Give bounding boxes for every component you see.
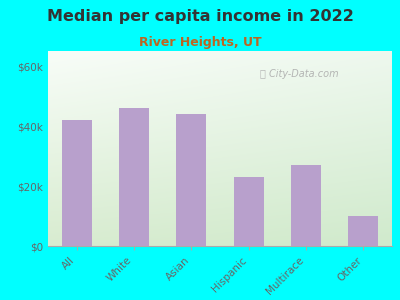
Bar [62,120,92,246]
Bar [234,177,264,246]
Text: ⓘ City-Data.com: ⓘ City-Data.com [260,69,338,80]
Bar [291,165,321,246]
Text: Median per capita income in 2022: Median per capita income in 2022 [46,9,354,24]
Bar [176,114,206,246]
Bar [348,216,378,246]
Text: River Heights, UT: River Heights, UT [139,36,261,49]
Bar [119,108,149,246]
